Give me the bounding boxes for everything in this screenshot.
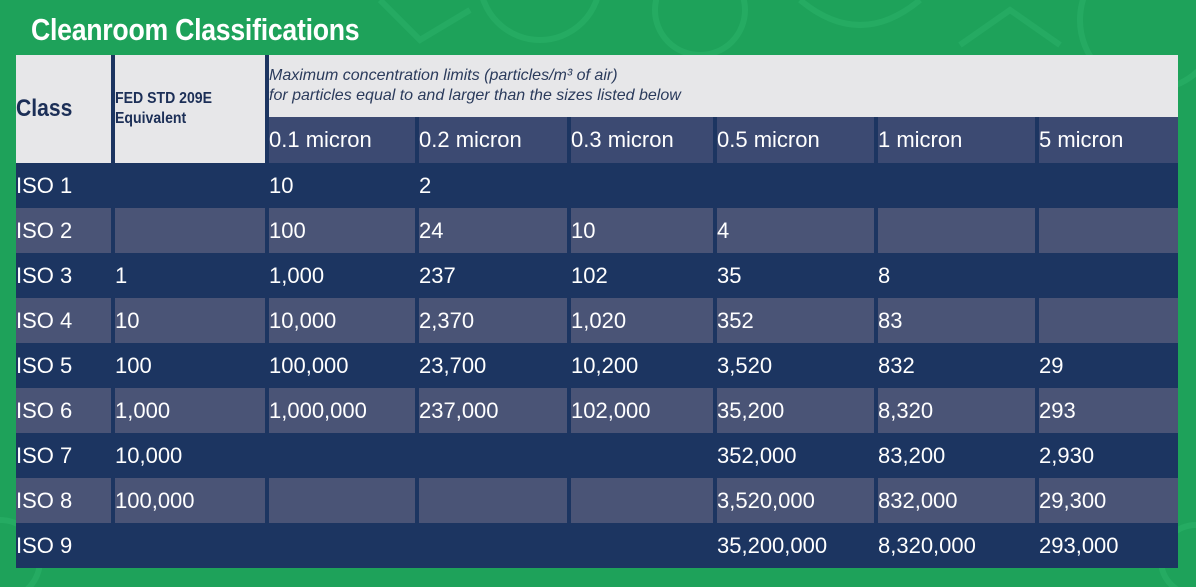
cell-class: ISO 3	[16, 253, 115, 298]
cell-concentration: 10	[269, 163, 419, 208]
cell-concentration: 10,200	[571, 343, 717, 388]
cell-concentration: 237	[419, 253, 571, 298]
cell-fed-equivalent: 10	[115, 298, 269, 343]
header-fed-line2: Equivalent	[115, 110, 187, 127]
cell-concentration: 23,700	[419, 343, 571, 388]
cell-concentration	[419, 478, 571, 523]
cell-concentration: 83,200	[878, 433, 1039, 478]
cell-concentration: 100	[269, 208, 419, 253]
table-row: ISO 8 100,000 3,520,000 832,000 29,300	[16, 478, 1179, 523]
header-fed-std: FED STD 209E Equivalent	[115, 55, 269, 163]
cell-concentration	[717, 163, 878, 208]
header-fed-line1: FED STD 209E	[115, 90, 213, 107]
cell-concentration	[419, 433, 571, 478]
cell-concentration: 832,000	[878, 478, 1039, 523]
cell-concentration: 29	[1039, 343, 1179, 388]
cell-concentration: 83	[878, 298, 1039, 343]
cell-class: ISO 5	[16, 343, 115, 388]
cell-concentration	[878, 163, 1039, 208]
cell-fed-equivalent: 10,000	[115, 433, 269, 478]
header-class: Class	[16, 55, 115, 163]
cell-concentration: 102	[571, 253, 717, 298]
cell-class: ISO 4	[16, 298, 115, 343]
cell-concentration: 35,200,000	[717, 523, 878, 568]
cell-concentration: 24	[419, 208, 571, 253]
cell-fed-equivalent	[115, 208, 269, 253]
cell-concentration	[1039, 253, 1179, 298]
cell-concentration: 8	[878, 253, 1039, 298]
table-row: ISO 5 100 100,000 23,700 10,200 3,520 832 29	[16, 343, 1179, 388]
page-title: Cleanroom Classifications	[31, 12, 360, 47]
cell-class: ISO 6	[16, 388, 115, 433]
cell-concentration: 8,320	[878, 388, 1039, 433]
cell-concentration: 4	[717, 208, 878, 253]
cell-fed-equivalent: 1,000	[115, 388, 269, 433]
header-size: 0.1 micron	[269, 117, 419, 163]
cell-concentration: 293	[1039, 388, 1179, 433]
cell-concentration: 293,000	[1039, 523, 1179, 568]
cell-concentration	[1039, 298, 1179, 343]
table-row: ISO 7 10,000 352,000 83,200 2,930	[16, 433, 1179, 478]
cell-concentration	[269, 433, 419, 478]
cell-concentration	[571, 163, 717, 208]
cell-class: ISO 7	[16, 433, 115, 478]
cell-class: ISO 2	[16, 208, 115, 253]
cell-fed-equivalent: 1	[115, 253, 269, 298]
cell-class: ISO 9	[16, 523, 115, 568]
header-size: 1 micron	[878, 117, 1039, 163]
cell-concentration	[1039, 163, 1179, 208]
cell-concentration: 3,520	[717, 343, 878, 388]
cell-concentration: 352,000	[717, 433, 878, 478]
cell-fed-equivalent: 100	[115, 343, 269, 388]
header-size: 5 micron	[1039, 117, 1179, 163]
header-size: 0.3 micron	[571, 117, 717, 163]
table-row: ISO 3 1 1,000 237 102 35 8	[16, 253, 1179, 298]
cell-concentration: 832	[878, 343, 1039, 388]
cell-concentration: 10,000	[269, 298, 419, 343]
header-class-label: Class	[16, 95, 73, 122]
header-size: 0.5 micron	[717, 117, 878, 163]
cell-concentration: 3,520,000	[717, 478, 878, 523]
cell-concentration: 35	[717, 253, 878, 298]
cell-concentration: 1,000,000	[269, 388, 419, 433]
cell-concentration	[878, 208, 1039, 253]
cell-concentration	[419, 523, 571, 568]
cell-concentration: 35,200	[717, 388, 878, 433]
cell-concentration: 2	[419, 163, 571, 208]
cell-concentration: 352	[717, 298, 878, 343]
cell-concentration: 29,300	[1039, 478, 1179, 523]
cell-fed-equivalent: 100,000	[115, 478, 269, 523]
cell-concentration: 100,000	[269, 343, 419, 388]
cell-concentration	[571, 478, 717, 523]
table-row: ISO 2 100 24 10 4	[16, 208, 1179, 253]
cell-concentration	[571, 433, 717, 478]
cell-class: ISO 8	[16, 478, 115, 523]
cell-concentration	[269, 523, 419, 568]
header-max-line1: Maximum concentration limits (particles/…	[269, 67, 618, 84]
cell-class: ISO 1	[16, 163, 115, 208]
table-row: ISO 9 35,200,000 8,320,000 293,000	[16, 523, 1179, 568]
cell-concentration	[1039, 208, 1179, 253]
cell-concentration: 102,000	[571, 388, 717, 433]
table-row: ISO 4 10 10,000 2,370 1,020 352 83	[16, 298, 1179, 343]
cell-concentration: 1,020	[571, 298, 717, 343]
cell-fed-equivalent	[115, 163, 269, 208]
cell-concentration: 1,000	[269, 253, 419, 298]
cell-concentration: 2,370	[419, 298, 571, 343]
header-max-line2: for particles equal to and larger than t…	[269, 87, 681, 104]
cell-fed-equivalent	[115, 523, 269, 568]
cell-concentration: 237,000	[419, 388, 571, 433]
cell-concentration: 2,930	[1039, 433, 1179, 478]
table-row: ISO 1 10 2	[16, 163, 1179, 208]
header-max-concentration: Maximum concentration limits (particles/…	[269, 55, 1179, 117]
header-size: 0.2 micron	[419, 117, 571, 163]
cell-concentration: 8,320,000	[878, 523, 1039, 568]
cell-concentration	[571, 523, 717, 568]
cell-concentration	[269, 478, 419, 523]
table-row: ISO 6 1,000 1,000,000 237,000 102,000 35,200 8…	[16, 388, 1179, 433]
cleanroom-classification-table: Class FED STD 209E Equivalent Maximum co…	[16, 55, 1179, 568]
cell-concentration: 10	[571, 208, 717, 253]
